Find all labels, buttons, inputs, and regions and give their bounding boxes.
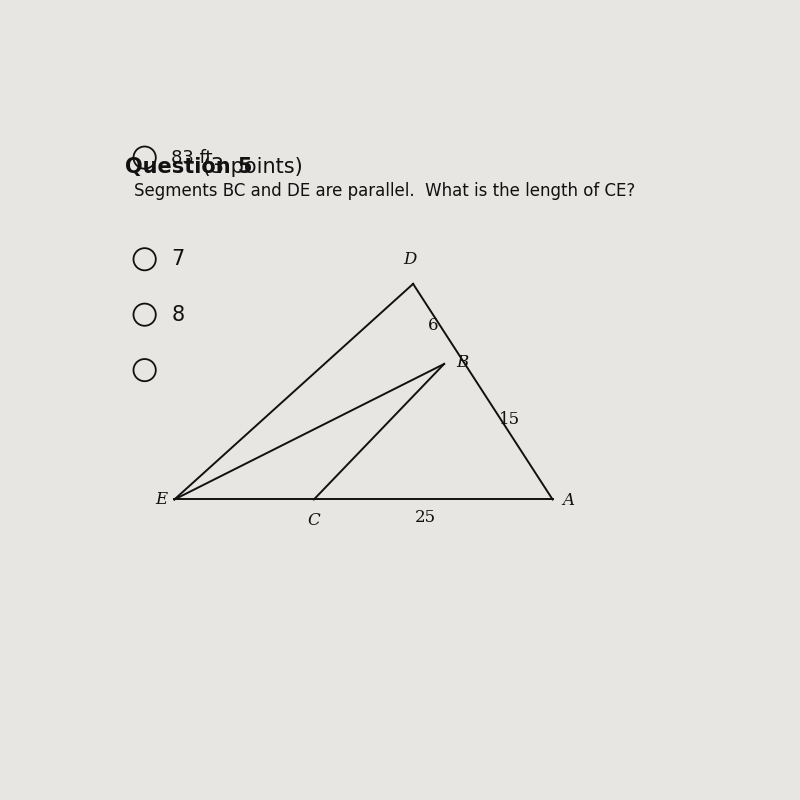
Text: D: D xyxy=(403,251,417,269)
Text: 15: 15 xyxy=(498,411,520,428)
Text: 25: 25 xyxy=(415,509,436,526)
Text: C: C xyxy=(307,512,320,529)
Text: 6: 6 xyxy=(428,317,439,334)
Text: 7: 7 xyxy=(171,250,185,270)
Text: 83 ft: 83 ft xyxy=(171,149,213,166)
Text: A: A xyxy=(562,492,574,510)
Text: (3 points): (3 points) xyxy=(196,157,303,177)
Text: Segments BC and DE are parallel.  What is the length of CE?: Segments BC and DE are parallel. What is… xyxy=(134,182,635,201)
Text: Question 5: Question 5 xyxy=(125,157,252,177)
Text: 8: 8 xyxy=(171,305,185,325)
Text: E: E xyxy=(155,491,167,508)
Text: B: B xyxy=(457,354,469,370)
